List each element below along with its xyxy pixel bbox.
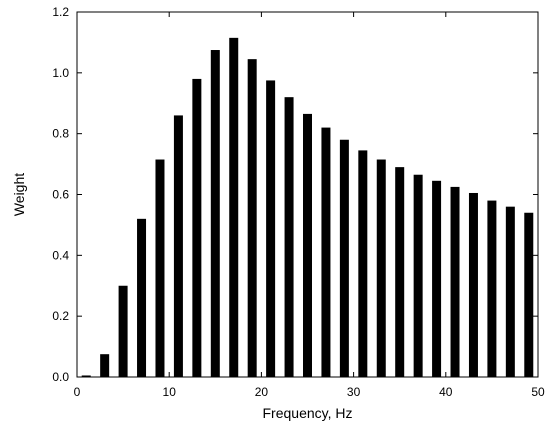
bar-49hz [524, 213, 533, 377]
y-tick-label: 0.4 [52, 248, 69, 262]
x-axis-label: Frequency, Hz [263, 405, 353, 421]
bar-37hz [414, 175, 423, 377]
bar-7hz [137, 219, 146, 377]
bar-29hz [340, 140, 349, 377]
x-tick-label: 50 [531, 385, 545, 399]
bar-45hz [487, 201, 496, 377]
bar-25hz [303, 114, 312, 377]
y-tick-label: 0.8 [52, 127, 69, 141]
bar-9hz [155, 160, 164, 377]
bar-41hz [451, 187, 460, 377]
bar-17hz [229, 38, 238, 377]
bar-47hz [506, 207, 515, 377]
bar-11hz [174, 115, 183, 377]
bar-13hz [192, 79, 201, 377]
y-axis-label: Weight [11, 173, 27, 216]
bars-group [82, 38, 534, 377]
y-tick-label: 0.0 [52, 370, 69, 384]
y-tick-label: 0.6 [52, 188, 69, 202]
y-tick-label: 0.2 [52, 309, 69, 323]
x-tick-label: 30 [347, 385, 361, 399]
bar-15hz [211, 50, 220, 377]
bar-5hz [119, 286, 128, 377]
bar-39hz [432, 181, 441, 377]
bar-3hz [100, 354, 109, 377]
x-tick-label: 0 [74, 385, 81, 399]
bar-19hz [248, 59, 257, 377]
y-tick-label: 1.2 [52, 5, 69, 19]
x-tick-label: 40 [439, 385, 453, 399]
x-tick-label: 10 [163, 385, 177, 399]
bar-31hz [358, 150, 367, 377]
y-tick-label: 1.0 [52, 66, 69, 80]
bar-33hz [377, 160, 386, 377]
bar-35hz [395, 167, 404, 377]
bar-23hz [285, 97, 294, 377]
bar-43hz [469, 193, 478, 377]
bar-27hz [321, 128, 330, 377]
x-tick-label: 20 [255, 385, 269, 399]
bar-21hz [266, 80, 275, 377]
